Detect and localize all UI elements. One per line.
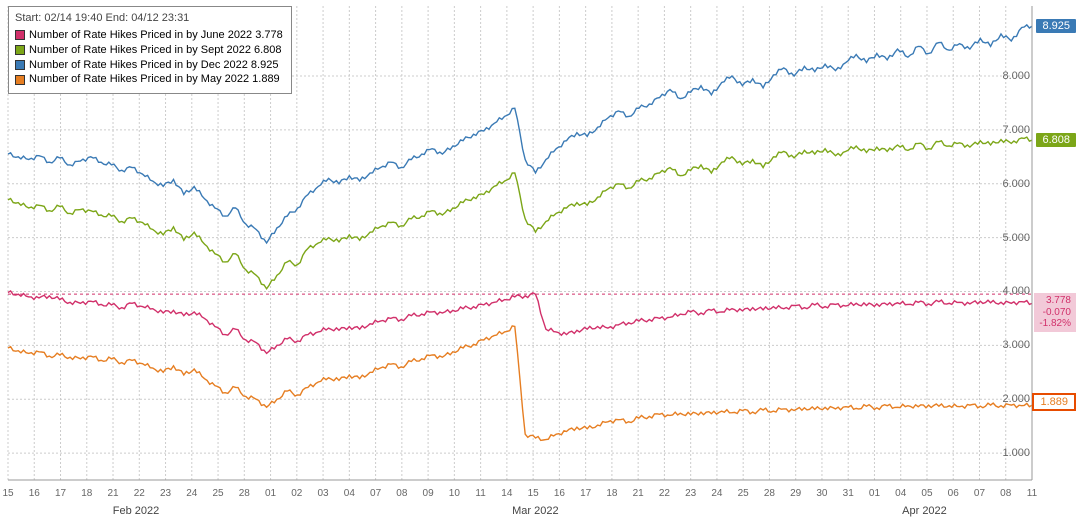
x-month-label: Mar 2022: [512, 505, 558, 517]
y-tick-label: 3.000: [1002, 339, 1030, 351]
x-tick-label: 03: [318, 488, 329, 499]
y-tick-label: 5.000: [1002, 232, 1030, 244]
x-tick-label: 08: [396, 488, 407, 499]
x-tick-label: 04: [895, 488, 906, 499]
x-tick-label: 14: [501, 488, 512, 499]
x-tick-label: 28: [764, 488, 775, 499]
x-tick-label: 28: [239, 488, 250, 499]
y-tick-label: 1.000: [1002, 447, 1030, 459]
x-tick-label: 21: [107, 488, 118, 499]
x-tick-label: 04: [344, 488, 355, 499]
x-tick-label: 09: [423, 488, 434, 499]
y-tick-label: 2.000: [1002, 393, 1030, 405]
x-tick-label: 17: [55, 488, 66, 499]
x-tick-label: 23: [685, 488, 696, 499]
x-tick-label: 18: [81, 488, 92, 499]
x-tick-label: 18: [606, 488, 617, 499]
x-tick-label: 16: [29, 488, 40, 499]
x-tick-label: 25: [212, 488, 223, 499]
y-tick-label: 6.000: [1002, 178, 1030, 190]
chart-container: Start: 02/14 19:40 End: 04/12 23:31 Numb…: [0, 0, 1080, 523]
x-tick-label: 21: [633, 488, 644, 499]
legend: Start: 02/14 19:40 End: 04/12 23:31 Numb…: [8, 6, 292, 94]
legend-swatch: [15, 30, 25, 40]
series-end-label: 8.925: [1036, 19, 1076, 33]
x-tick-label: 24: [186, 488, 197, 499]
x-tick-label: 02: [291, 488, 302, 499]
x-tick-label: 07: [370, 488, 381, 499]
legend-text: Number of Rate Hikes Priced in by Sept 2…: [29, 43, 282, 58]
legend-row: Number of Rate Hikes Priced in by June 2…: [15, 28, 283, 43]
legend-row: Number of Rate Hikes Priced in by May 20…: [15, 72, 283, 87]
x-tick-label: 25: [738, 488, 749, 499]
x-month-label: Apr 2022: [902, 505, 947, 517]
y-tick-label: 7.000: [1002, 124, 1030, 136]
legend-text: Number of Rate Hikes Priced in by May 20…: [29, 72, 280, 87]
x-month-label: Feb 2022: [113, 505, 159, 517]
x-tick-label: 17: [580, 488, 591, 499]
x-tick-label: 01: [265, 488, 276, 499]
x-tick-label: 22: [659, 488, 670, 499]
x-tick-label: 23: [160, 488, 171, 499]
x-tick-label: 08: [1000, 488, 1011, 499]
x-tick-label: 10: [449, 488, 460, 499]
x-tick-label: 30: [816, 488, 827, 499]
x-tick-label: 22: [134, 488, 145, 499]
series-end-label: 6.808: [1036, 133, 1076, 147]
x-tick-label: 11: [1027, 488, 1037, 499]
y-tick-label: 4.000: [1002, 285, 1030, 297]
legend-row: Number of Rate Hikes Priced in by Dec 20…: [15, 58, 283, 73]
series-end-label-highlight: 1.889: [1032, 393, 1076, 411]
legend-swatch: [15, 45, 25, 55]
x-tick-label: 01: [869, 488, 880, 499]
y-tick-label: 8.000: [1002, 70, 1030, 82]
legend-text: Number of Rate Hikes Priced in by June 2…: [29, 28, 283, 43]
x-tick-label: 15: [2, 488, 13, 499]
x-tick-label: 15: [528, 488, 539, 499]
x-tick-label: 29: [790, 488, 801, 499]
x-tick-label: 06: [948, 488, 959, 499]
x-tick-label: 07: [974, 488, 985, 499]
x-tick-label: 31: [843, 488, 854, 499]
x-tick-label: 16: [554, 488, 565, 499]
x-tick-label: 24: [711, 488, 722, 499]
legend-title: Start: 02/14 19:40 End: 04/12 23:31: [15, 11, 283, 26]
legend-text: Number of Rate Hikes Priced in by Dec 20…: [29, 58, 278, 73]
legend-swatch: [15, 75, 25, 85]
legend-swatch: [15, 60, 25, 70]
legend-row: Number of Rate Hikes Priced in by Sept 2…: [15, 43, 283, 58]
x-tick-label: 11: [475, 488, 485, 499]
x-tick-label: 05: [921, 488, 932, 499]
series-end-label-stack: 3.778-0.070-1.82%: [1034, 293, 1076, 332]
